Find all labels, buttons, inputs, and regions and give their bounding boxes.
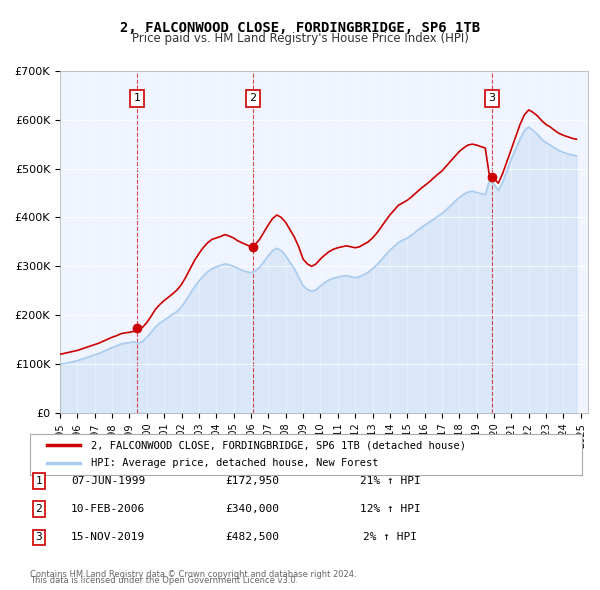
Text: 3: 3 <box>488 93 495 103</box>
Text: 21% ↑ HPI: 21% ↑ HPI <box>359 476 421 486</box>
Text: This data is licensed under the Open Government Licence v3.0.: This data is licensed under the Open Gov… <box>30 576 298 585</box>
Text: 15-NOV-2019: 15-NOV-2019 <box>71 533 145 542</box>
Text: £482,500: £482,500 <box>225 533 279 542</box>
Text: £172,950: £172,950 <box>225 476 279 486</box>
Text: 07-JUN-1999: 07-JUN-1999 <box>71 476 145 486</box>
Text: £340,000: £340,000 <box>225 504 279 514</box>
Text: Price paid vs. HM Land Registry's House Price Index (HPI): Price paid vs. HM Land Registry's House … <box>131 32 469 45</box>
Text: 1: 1 <box>133 93 140 103</box>
Text: 3: 3 <box>35 533 43 542</box>
Text: 2, FALCONWOOD CLOSE, FORDINGBRIDGE, SP6 1TB: 2, FALCONWOOD CLOSE, FORDINGBRIDGE, SP6 … <box>120 21 480 35</box>
Text: 2: 2 <box>250 93 256 103</box>
Text: 1: 1 <box>35 476 43 486</box>
Text: 2: 2 <box>35 504 43 514</box>
Text: Contains HM Land Registry data © Crown copyright and database right 2024.: Contains HM Land Registry data © Crown c… <box>30 571 356 579</box>
Text: 2% ↑ HPI: 2% ↑ HPI <box>363 533 417 542</box>
Text: HPI: Average price, detached house, New Forest: HPI: Average price, detached house, New … <box>91 458 378 468</box>
Text: 12% ↑ HPI: 12% ↑ HPI <box>359 504 421 514</box>
Text: 10-FEB-2006: 10-FEB-2006 <box>71 504 145 514</box>
Text: 2, FALCONWOOD CLOSE, FORDINGBRIDGE, SP6 1TB (detached house): 2, FALCONWOOD CLOSE, FORDINGBRIDGE, SP6 … <box>91 440 466 450</box>
